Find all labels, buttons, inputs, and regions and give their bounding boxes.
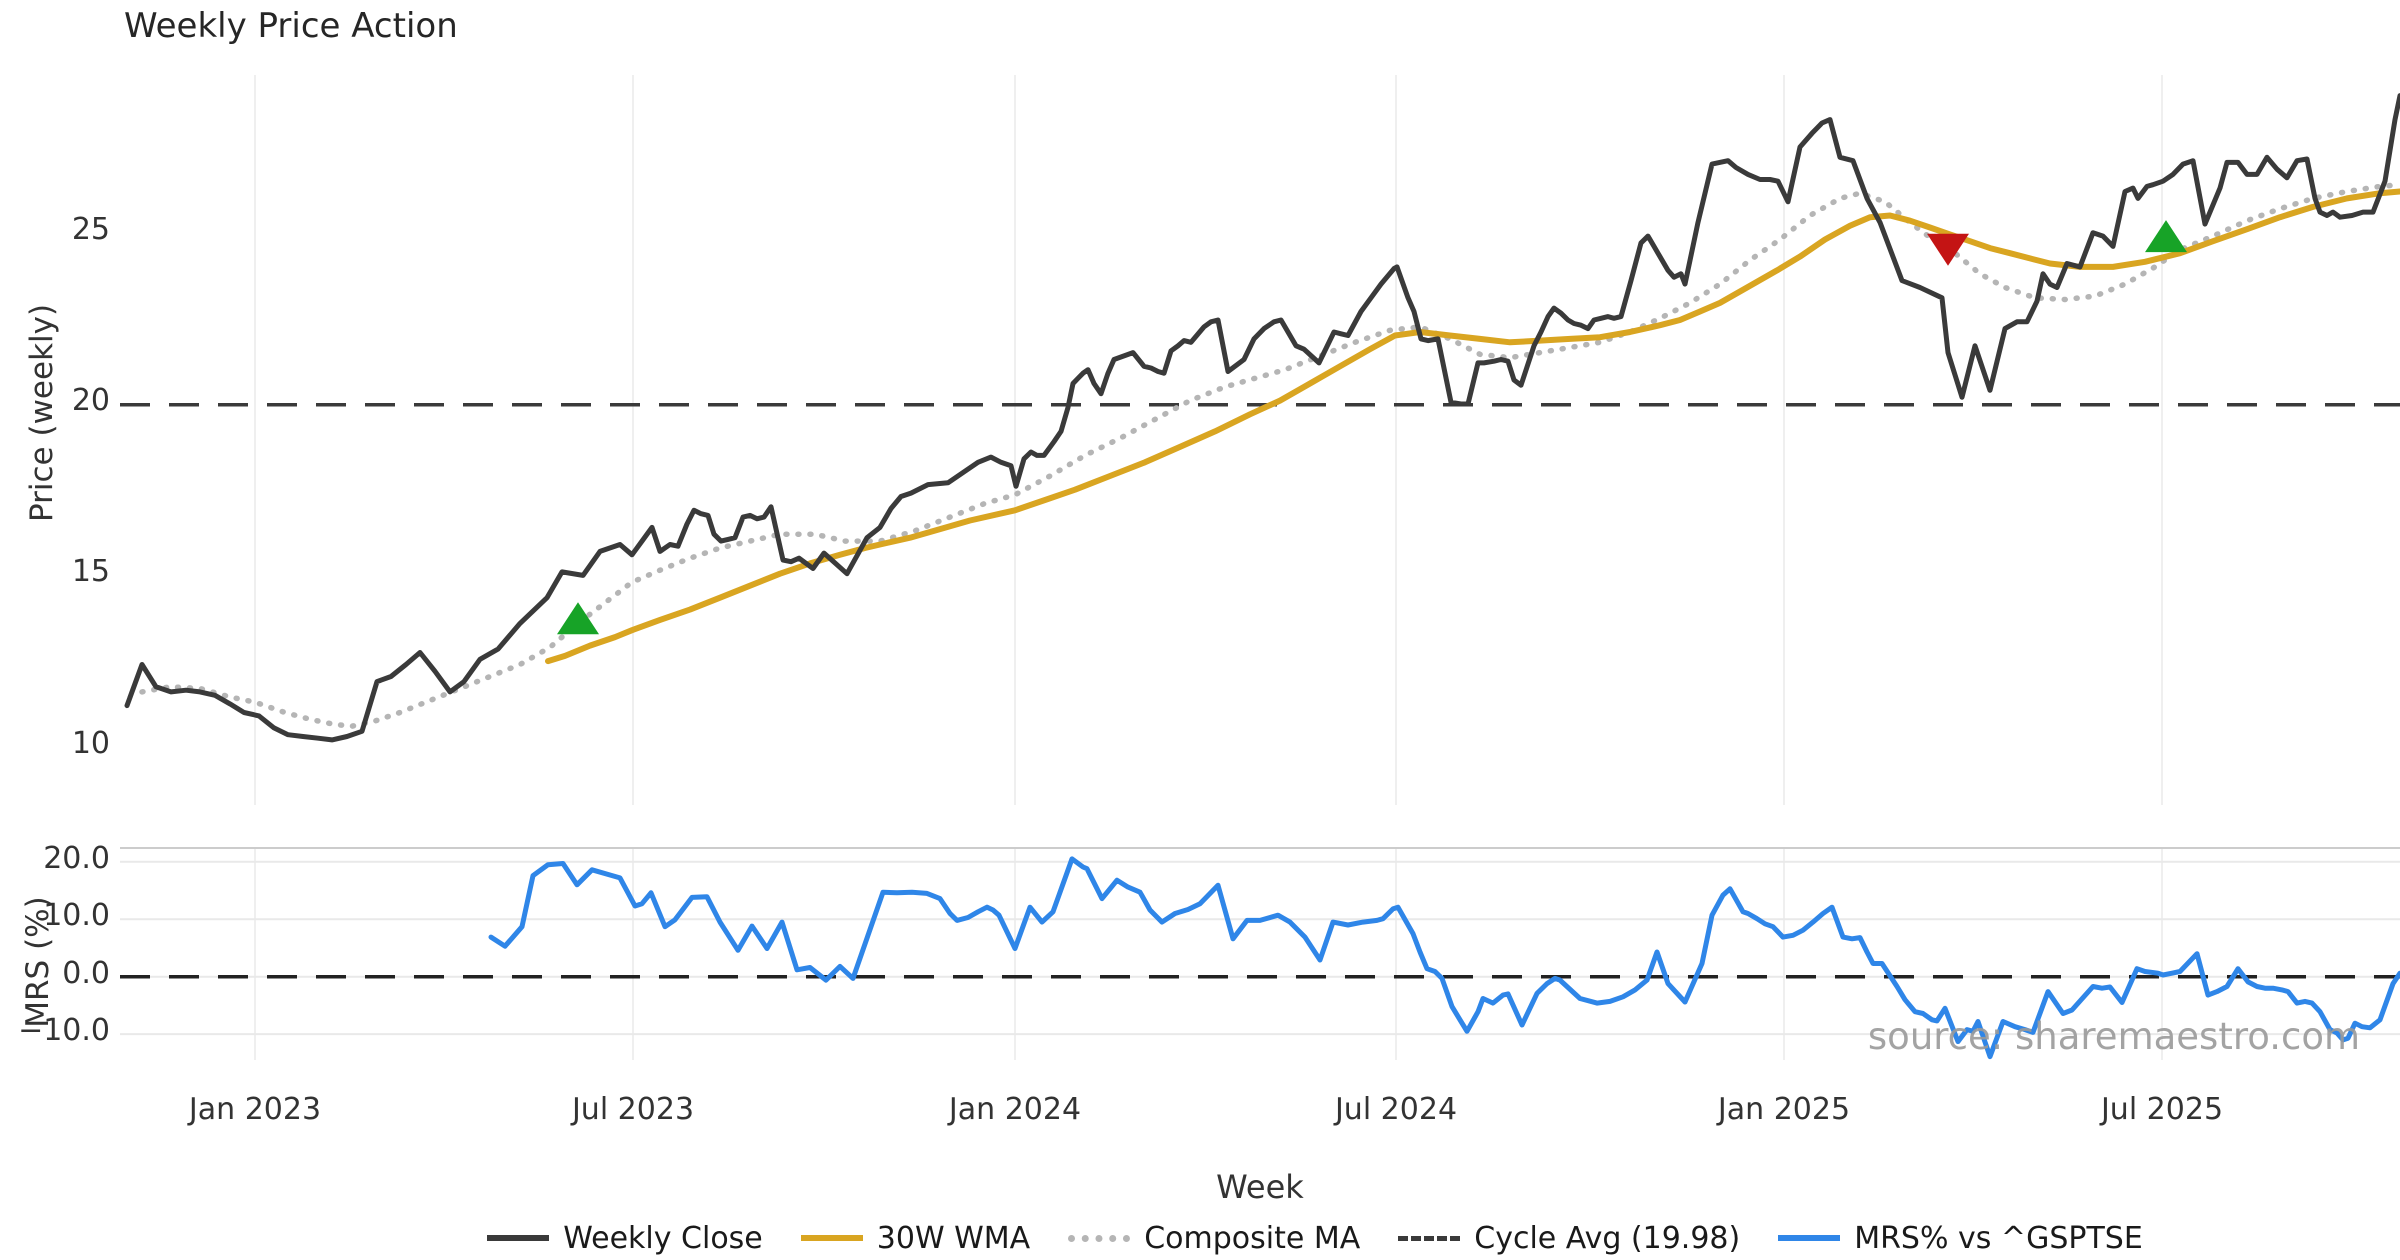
mrs-y-tick-label: −10.0 xyxy=(18,1013,110,1049)
composite-ma-line xyxy=(139,181,2400,729)
price-y-tick-label: 25 xyxy=(71,211,110,247)
buy-signal-marker-icon xyxy=(2145,220,2187,253)
composite-ma-line-swatch-icon xyxy=(1068,1234,1131,1242)
x-tick-label: Jan 2024 xyxy=(948,1092,1082,1127)
x-tick-label: Jul 2025 xyxy=(2100,1092,2224,1127)
legend-label: 30W WMA xyxy=(876,1220,1031,1256)
mrs-y-tick-label: 10.0 xyxy=(43,898,110,934)
legend-label: Composite MA xyxy=(1144,1220,1361,1256)
price-y-tick-label: 10 xyxy=(71,725,110,761)
legend-item-mrs: MRS% vs ^GSPTSE xyxy=(1778,1221,2143,1256)
price-y-tick-label: 20 xyxy=(71,383,110,418)
legend-label: MRS% vs ^GSPTSE xyxy=(1854,1220,2143,1256)
legend-item-weekly-close: Weekly Close xyxy=(487,1221,763,1256)
cycle-avg-line-swatch-icon xyxy=(1398,1235,1461,1241)
legend-label: Weekly Close xyxy=(563,1220,763,1256)
legend-label: Cycle Avg (19.98) xyxy=(1474,1220,1741,1256)
price-y-tick-label: 15 xyxy=(71,554,110,590)
x-tick-label: Jan 2023 xyxy=(188,1092,322,1127)
legend-item-cycle-avg: Cycle Avg (19.98) xyxy=(1398,1221,1740,1256)
legend-item-composite-ma: Composite MA xyxy=(1068,1221,1360,1256)
chart-legend: Weekly Close 30W WMA Composite MA Cycle … xyxy=(450,1216,2180,1260)
mrs-y-tick-label: 20.0 xyxy=(43,840,110,876)
x-tick-label: Jan 2025 xyxy=(1717,1092,1851,1127)
buy-signal-marker-icon xyxy=(557,602,599,635)
30w-wma-line xyxy=(545,188,2400,665)
mrs-line-swatch-icon xyxy=(1778,1235,1841,1241)
legend-item-30w-wma: 30W WMA xyxy=(800,1220,1031,1256)
weekly-close-line-swatch-icon xyxy=(487,1235,550,1241)
x-axis-label: Week xyxy=(1216,1168,1304,1206)
x-tick-label: Jul 2023 xyxy=(571,1092,695,1127)
chart-title: Weekly Price Action xyxy=(124,6,458,46)
x-tick-label: Jul 2024 xyxy=(1334,1092,1458,1127)
sell-signal-marker-icon xyxy=(1927,233,1969,266)
source-watermark: source: sharemaestro.com xyxy=(1867,1015,2360,1058)
weekly-close-line xyxy=(124,93,2400,743)
mrs-vs-gsptse-line xyxy=(488,856,2400,1060)
wma-line-swatch-icon xyxy=(800,1235,863,1241)
mrs-y-tick-label: 0.0 xyxy=(62,955,110,991)
